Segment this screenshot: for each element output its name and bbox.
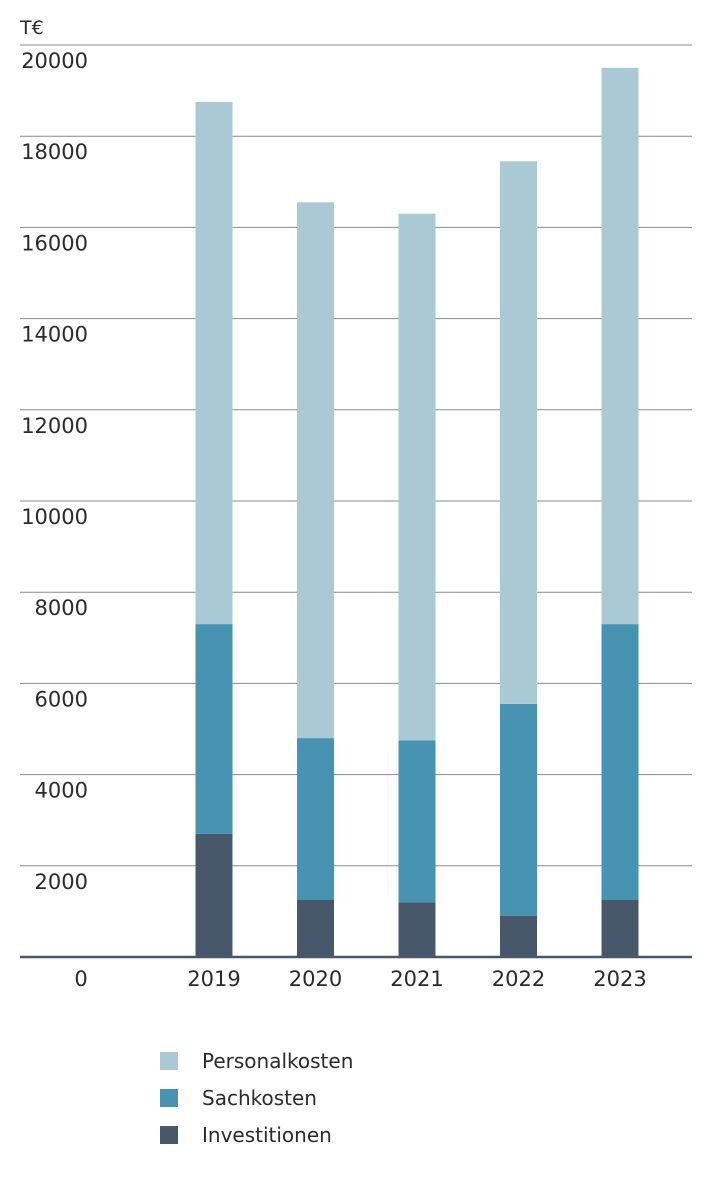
bar-2021-investitionen <box>398 902 436 957</box>
legend-swatch-investitionen <box>160 1125 178 1144</box>
bar-2021-personalkosten <box>398 213 436 741</box>
legend-label-investitionen: Investitionen <box>202 1122 332 1147</box>
stacked-bar-chart: T€20000180001600014000120001000080006000… <box>19 17 692 991</box>
legend-item-sachkosten: Sachkosten <box>160 1079 353 1116</box>
x-tick-label-2019: 2019 <box>187 967 240 991</box>
bar-2022-investitionen <box>500 915 537 957</box>
y-tick-label-16000: 16000 <box>21 231 88 255</box>
bar-2022-sachkosten <box>500 703 537 916</box>
bar-2021-sachkosten <box>398 740 436 903</box>
y-tick-label-18000: 18000 <box>21 140 88 164</box>
y-tick-label-12000: 12000 <box>21 414 88 438</box>
legend-label-sachkosten: Sachkosten <box>202 1085 317 1110</box>
bar-2019-sachkosten <box>195 624 233 834</box>
y-tick-label-14000: 14000 <box>21 323 88 347</box>
x-tick-label-2023: 2023 <box>593 967 646 991</box>
y-tick-label-6000: 6000 <box>35 687 88 711</box>
bar-2023-personalkosten <box>601 67 639 625</box>
legend-swatch-sachkosten <box>160 1088 178 1107</box>
y-tick-label-2000: 2000 <box>35 870 88 894</box>
x-tick-label-2022: 2022 <box>492 967 545 991</box>
y-tick-label-0: 0 <box>74 967 87 991</box>
legend-item-personalkosten: Personalkosten <box>160 1042 353 1079</box>
y-tick-label-8000: 8000 <box>35 596 88 620</box>
chart-legend: Personalkosten Sachkosten Investitionen <box>160 1042 353 1153</box>
bar-2020-personalkosten <box>297 202 334 739</box>
legend-label-personalkosten: Personalkosten <box>202 1048 354 1073</box>
bar-2020-investitionen <box>297 900 334 957</box>
y-tick-label-10000: 10000 <box>21 505 88 529</box>
bar-2023-investitionen <box>601 900 639 957</box>
x-tick-label-2020: 2020 <box>289 967 342 991</box>
x-tick-label-2021: 2021 <box>390 967 443 991</box>
legend-item-investitionen: Investitionen <box>160 1116 353 1153</box>
y-axis-unit-label: T€ <box>19 17 44 39</box>
y-tick-label-20000: 20000 <box>21 49 88 73</box>
legend-swatch-personalkosten <box>160 1051 178 1070</box>
y-tick-label-4000: 4000 <box>35 779 88 803</box>
bar-2019-personalkosten <box>195 102 233 625</box>
bar-2022-personalkosten <box>500 161 537 704</box>
bar-2019-investitionen <box>195 833 233 957</box>
bar-2023-sachkosten <box>601 624 639 900</box>
bar-2020-sachkosten <box>297 738 334 900</box>
